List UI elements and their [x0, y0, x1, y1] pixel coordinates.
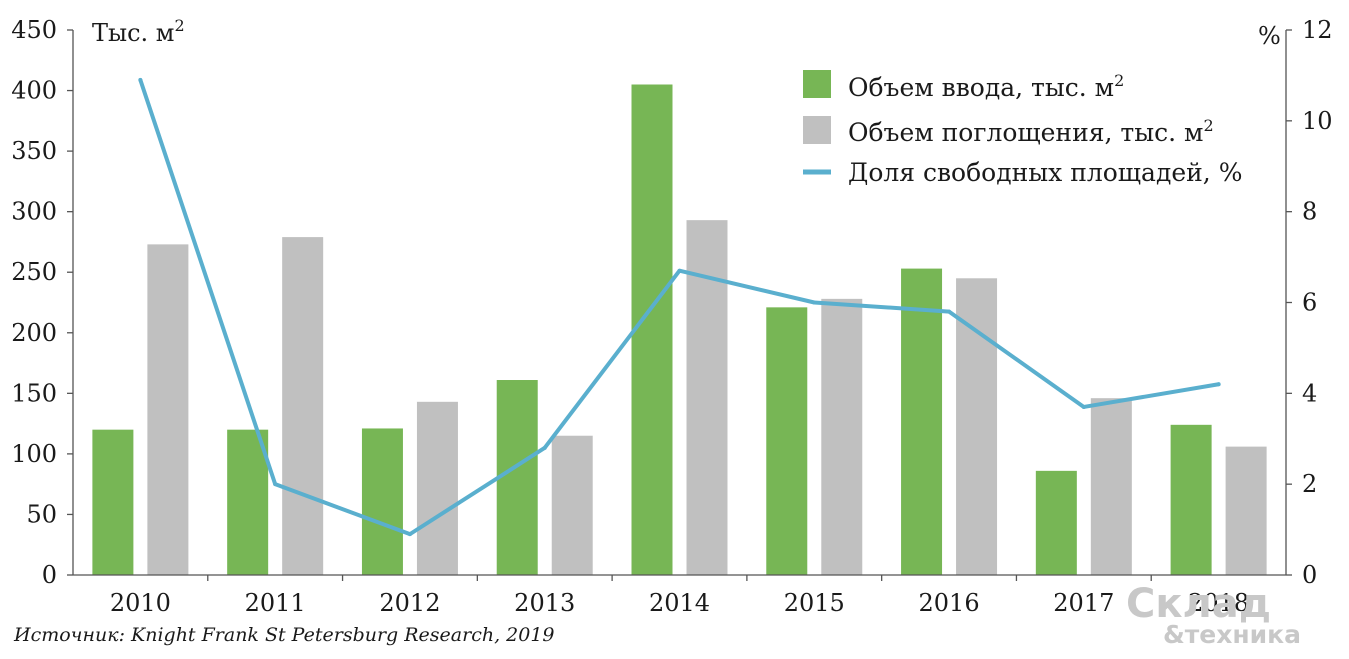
legend-swatch-input: [803, 70, 831, 98]
right-tick-label: 0: [1302, 561, 1317, 589]
x-tick-label: 2018: [1188, 589, 1249, 617]
left-axis-ticks: 0 50 100 150 200 250 300 350 400 450: [11, 16, 73, 589]
bar-input: [92, 429, 134, 575]
bar-absorption: [1225, 446, 1267, 575]
bar-absorption: [282, 237, 324, 575]
right-tick-label: 10: [1302, 107, 1333, 135]
left-tick-label: 100: [11, 440, 57, 468]
left-tick-label: 400: [11, 77, 57, 105]
bar-absorption: [147, 244, 189, 575]
x-axis-ticks: 2010 2011 2012 2013 2014 2015 2016 2017 2018: [110, 575, 1249, 617]
bar-input: [901, 268, 943, 575]
legend-label-vacancy: Доля свободных площадей, %: [848, 158, 1242, 187]
left-axis-unit: Тыс. м2: [92, 16, 185, 47]
vacancy-point: [812, 300, 817, 305]
bar-input: [227, 429, 269, 575]
bar-absorption: [1090, 398, 1132, 575]
bar-absorption: [821, 298, 863, 575]
x-tick-label: 2012: [379, 589, 440, 617]
bar-absorption: [956, 278, 998, 575]
x-tick-label: 2016: [919, 589, 980, 617]
source-note: Источник: Knight Frank St Petersburg Res…: [13, 624, 555, 646]
vacancy-point: [677, 268, 682, 273]
x-tick-label: 2017: [1053, 589, 1114, 617]
bar-absorption: [551, 435, 593, 575]
right-tick-label: 8: [1302, 198, 1317, 226]
left-tick-label: 0: [42, 561, 57, 589]
x-tick-label: 2014: [649, 589, 710, 617]
bar-absorption: [416, 401, 458, 575]
bar-input: [766, 307, 808, 575]
vacancy-point: [273, 482, 278, 487]
right-tick-label: 4: [1302, 379, 1317, 407]
right-tick-label: 6: [1302, 289, 1317, 317]
bar-input: [1035, 470, 1077, 575]
legend-swatch-absorption: [803, 116, 831, 144]
watermark-line2: &техника: [1163, 620, 1301, 649]
watermark-line1: Склад: [1126, 581, 1271, 627]
left-tick-label: 350: [11, 137, 57, 165]
vacancy-point: [1081, 404, 1086, 409]
x-tick-label: 2013: [514, 589, 575, 617]
bar-input: [496, 380, 538, 575]
x-tick-label: 2011: [245, 589, 306, 617]
right-axis-unit: %: [1258, 22, 1281, 50]
bar-input: [631, 84, 673, 575]
right-tick-label: 12: [1302, 16, 1333, 44]
left-tick-label: 150: [11, 379, 57, 407]
bar-input: [1170, 424, 1212, 575]
right-axis-ticks: 0 2 4 6 8 10 12: [1286, 16, 1333, 589]
vacancy-point: [138, 77, 143, 82]
right-tick-label: 2: [1302, 470, 1317, 498]
left-tick-label: 250: [11, 258, 57, 286]
legend: Объем ввода, тыс. м2 Объем поглощения, т…: [803, 70, 1242, 187]
vacancy-line: [138, 77, 1221, 537]
vacancy-point: [947, 309, 952, 314]
legend-label-input: Объем ввода, тыс. м2: [848, 71, 1124, 102]
left-tick-label: 300: [11, 198, 57, 226]
left-tick-label: 50: [26, 500, 57, 528]
bar-input: [361, 428, 403, 575]
watermark-logo: Склад &техника: [1126, 581, 1301, 649]
vacancy-point: [407, 532, 412, 537]
left-tick-label: 200: [11, 319, 57, 347]
left-tick-label: 450: [11, 16, 57, 44]
vacancy-point: [542, 445, 547, 450]
vacancy-point: [1216, 382, 1221, 387]
x-tick-label: 2010: [110, 589, 171, 617]
bars: [92, 84, 1267, 575]
legend-label-absorption: Объем поглощения, тыс. м2: [848, 116, 1214, 147]
x-tick-label: 2015: [784, 589, 845, 617]
